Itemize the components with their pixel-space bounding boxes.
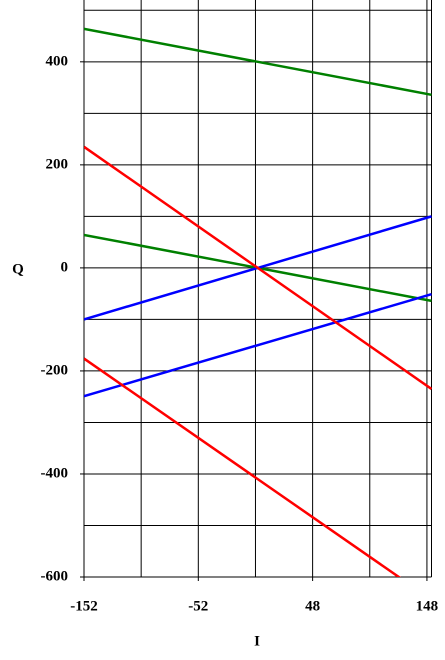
y-tick-label: -200 [41,362,69,378]
x-tick-label: -152 [70,598,98,614]
y-tick-label: -600 [41,568,69,584]
series-line [84,27,432,97]
x-tick-label: 48 [305,598,320,614]
series-line [84,357,402,577]
series-line [84,292,432,398]
x-axis-label: I [254,633,260,649]
x-tick-label: -52 [188,598,208,614]
plot [84,27,432,577]
series-line [84,145,432,390]
y-tick-label: 0 [61,259,69,275]
y-tick-label: 400 [46,53,69,69]
y-axis-label: Q [12,261,24,277]
y-tick-label: 200 [46,156,69,172]
y-tick-label: -400 [41,465,69,481]
x-tick-label: 148 [416,598,439,614]
